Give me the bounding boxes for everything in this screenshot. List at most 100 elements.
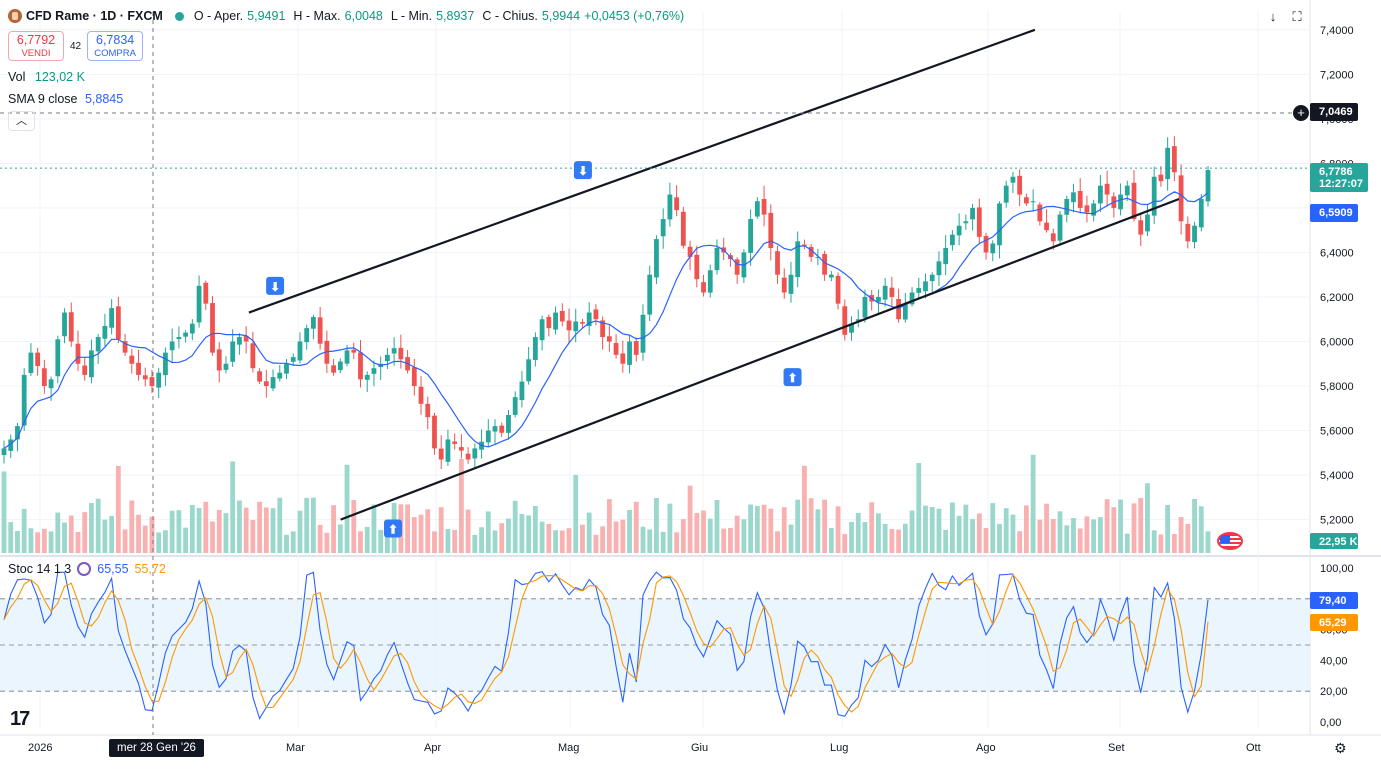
volume-bar <box>1030 454 1036 553</box>
volume-bar <box>384 530 390 553</box>
stochastic-legend[interactable]: Stoc 14 1 3 65,55 55,72 <box>8 562 166 576</box>
fullscreen-button[interactable]: ⛶ <box>1286 8 1308 28</box>
volume-bar <box>492 530 498 553</box>
candle-body <box>546 316 552 329</box>
gear-icon[interactable]: ⚙ <box>1334 740 1347 756</box>
symbol-title[interactable]: CFD Rame · 1D · FXCM <box>26 9 163 23</box>
volume-bar <box>808 498 814 553</box>
candle-body <box>701 282 706 293</box>
volume-bar <box>405 504 410 553</box>
volume-bar <box>815 509 821 553</box>
volume-bar <box>223 513 229 553</box>
candle-body <box>633 341 639 355</box>
volume-bar <box>896 529 901 553</box>
volume-bar <box>1091 519 1097 553</box>
candle-body <box>613 342 619 355</box>
chevron-up-icon: ︿ <box>16 115 27 127</box>
volume-bar <box>748 504 754 553</box>
candle-body <box>384 354 390 362</box>
volume-bar <box>633 501 639 553</box>
volume-bar <box>1198 506 1204 553</box>
candle-body <box>963 221 969 224</box>
candle-body <box>1158 174 1164 182</box>
candle-body <box>1037 204 1043 222</box>
candle-body <box>432 415 437 449</box>
volume-bar <box>189 505 195 553</box>
collapse-indicators-button[interactable]: ︿ <box>8 111 35 131</box>
candle-body <box>788 274 794 294</box>
sma-label: SMA 9 close <box>8 92 78 106</box>
candle-body <box>694 254 700 280</box>
volume-legend[interactable]: Vol 123,02 K <box>8 70 85 84</box>
candle-body <box>41 368 47 387</box>
candle-body <box>654 239 659 278</box>
candle-body <box>943 247 949 265</box>
candle-body <box>465 453 471 460</box>
candle-body <box>882 285 888 300</box>
candle-body <box>1077 191 1083 208</box>
volume-bar <box>1145 483 1150 553</box>
volume-bar <box>802 465 807 553</box>
candle-body <box>1138 220 1144 235</box>
sma-legend[interactable]: SMA 9 close 5,8845 <box>8 92 123 106</box>
volume-bar <box>795 499 801 553</box>
candle-body <box>1017 175 1023 195</box>
volume-bar <box>674 532 680 553</box>
volume-bar <box>963 504 969 553</box>
candle-body <box>311 317 316 329</box>
crosshair-date-tag: mer 28 Gen '26 <box>109 739 204 757</box>
time-tick-label: Lug <box>830 742 848 754</box>
candle-body <box>573 321 579 332</box>
download-button[interactable]: ↓ <box>1262 8 1284 28</box>
volume-bar <box>62 522 67 553</box>
volume-bar <box>647 529 653 553</box>
tradingview-logo-icon[interactable]: 17 <box>10 708 30 730</box>
candle-body <box>1097 185 1103 204</box>
candle-body <box>1145 214 1150 232</box>
candle-body <box>391 348 397 354</box>
us-flag-icon[interactable] <box>1217 532 1243 550</box>
candle-body <box>263 381 269 387</box>
volume-bar <box>1151 530 1157 553</box>
candle-body <box>257 371 262 382</box>
volume-bar <box>761 504 767 553</box>
buy-price: 6,7834 <box>96 33 135 47</box>
candle-body <box>290 357 296 362</box>
volume-badge <box>1310 533 1358 549</box>
volume-bar <box>41 528 47 553</box>
volume-bar <box>142 525 148 553</box>
volume-bar <box>855 512 861 553</box>
volume-value: 123,02 K <box>34 70 85 84</box>
candle-body <box>714 247 720 271</box>
candle-body <box>284 363 289 374</box>
volume-bar <box>445 528 451 553</box>
sell-label: VENDI <box>21 48 51 59</box>
volume-bar <box>970 519 975 553</box>
volume-bar <box>902 523 908 553</box>
volume-bar <box>983 528 989 553</box>
candle-body <box>1185 223 1191 242</box>
volume-bar <box>1178 517 1184 553</box>
volume-bar <box>122 529 128 553</box>
stoch-d-line <box>3 573 1209 713</box>
candle-body <box>902 303 908 320</box>
candle-body <box>109 308 115 328</box>
candle-body <box>667 194 673 220</box>
stoch-tick-label: 100,00 <box>1320 563 1354 575</box>
volume-bar <box>149 516 155 553</box>
close-value: 5,9944 <box>541 9 581 23</box>
candle-body <box>680 211 686 246</box>
candle-body <box>1151 176 1157 216</box>
arrow-up-icon <box>783 368 802 387</box>
candle-body <box>337 361 343 371</box>
volume-bar <box>452 529 458 553</box>
sell-button[interactable]: 6,7792 VENDI <box>8 31 64 61</box>
buy-button[interactable]: 6,7834 COMPRA <box>87 31 144 61</box>
volume-bar <box>701 510 706 553</box>
last-price-badge-text: 6,7786 <box>1319 166 1353 178</box>
volume-bar <box>68 515 74 553</box>
add-alert-plus-icon[interactable]: + <box>1293 105 1309 121</box>
volume-bar <box>425 509 431 553</box>
candle-body <box>929 274 935 282</box>
